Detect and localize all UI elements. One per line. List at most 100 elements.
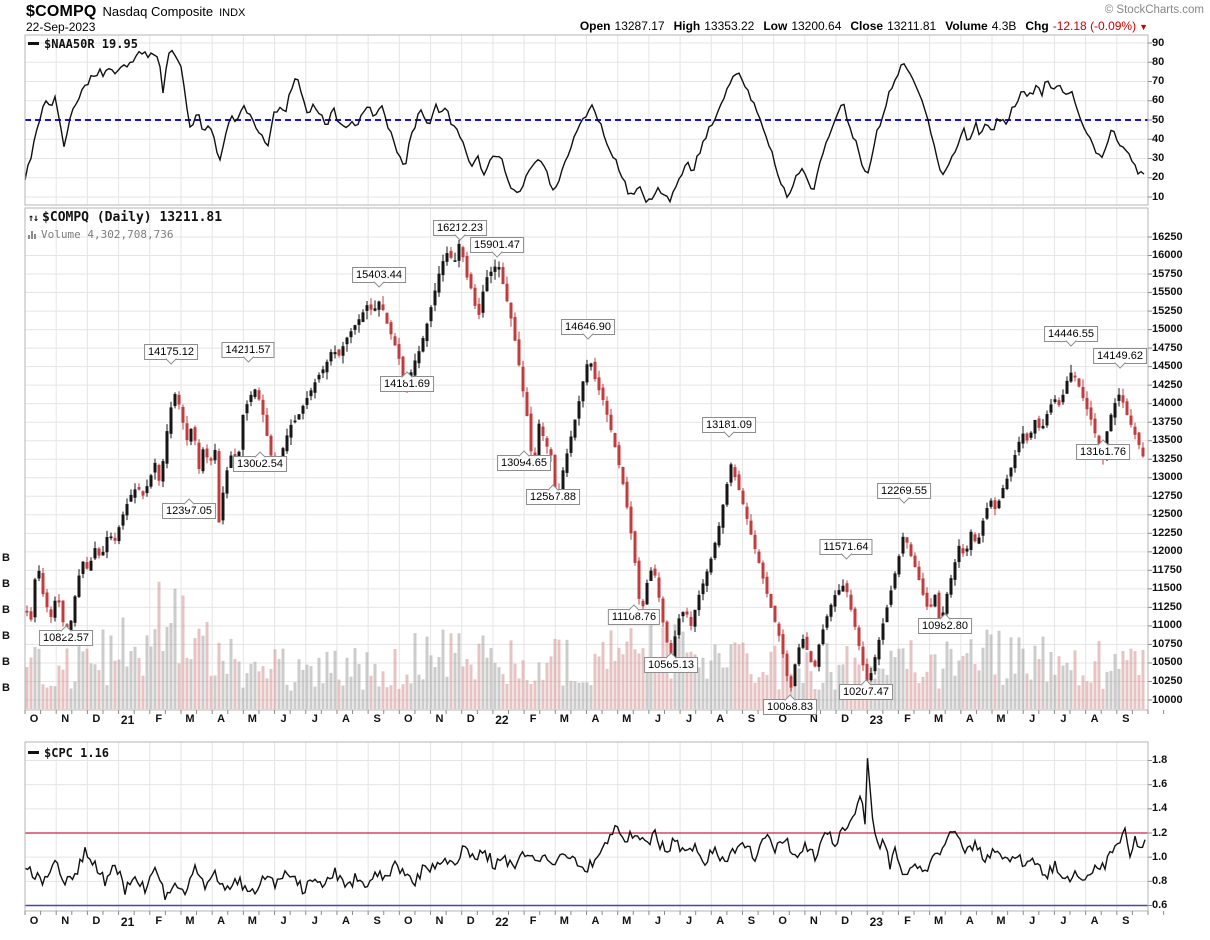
chart-date: 22-Sep-2023 [26,20,96,34]
volume-ytick: B [2,552,10,564]
month-label: A [716,915,725,927]
month-label: 22 [495,915,509,929]
chart-header: $COMPQ Nasdaq Composite INDX [26,3,245,21]
volume-ytick: B [2,630,10,642]
month-label: O [29,915,39,927]
quote-label: Chg [1025,19,1049,33]
month-label: A [217,713,226,725]
price-annotation: 12587.88 [526,484,580,505]
month-label: A [341,915,350,927]
price-annotation: 13094.65 [497,450,551,471]
price-ytick: 12250 [1152,526,1183,539]
month-label: O [29,713,39,725]
symbol-name: Nasdaq Composite [102,4,214,19]
price-annotation: 13181.09 [702,417,756,438]
month-label: 23 [869,915,883,929]
month-label: M [622,713,632,725]
price-annotation: 11108.76 [607,604,661,625]
quote-value: 13200.64 [791,19,842,33]
month-label: F [904,713,911,725]
price-annotation: 10207.47 [839,679,893,700]
month-label: 22 [495,713,509,727]
month-label: A [341,713,350,725]
month-label: J [654,713,661,725]
price-annotation: 13002.54 [233,451,287,472]
price-ytick: 13250 [1152,452,1183,465]
price-annotation: 10822.57 [39,625,93,646]
month-label: S [1122,713,1130,725]
month-label: D [466,915,475,927]
price-annotation: 13161.76 [1076,439,1130,460]
month-label: J [280,915,287,927]
price-ytick: 13000 [1152,471,1183,484]
month-label: M [934,915,944,927]
month-label: M [622,915,632,927]
month-label: N [809,915,818,927]
price-annotation: 14149.62 [1093,348,1147,369]
price-ytick: 11500 [1152,582,1182,595]
price-ytick: 10500 [1152,656,1183,669]
month-label: J [1060,915,1067,927]
price-ytick: 16250 [1152,230,1183,243]
month-label: F [155,915,163,927]
cpc-ytick: 1.6 [1152,778,1168,791]
month-label: D [92,713,101,725]
volume-ytick: B [2,578,10,590]
quote-value: 13287.17 [614,19,665,33]
price-ytick: 13750 [1152,415,1183,428]
stockcharts-watermark: © StockCharts.com [1104,4,1204,16]
month-label: M [185,915,195,927]
price-annotation: 11571.64 [819,539,873,560]
month-label: J [1060,713,1067,725]
naa50r-legend: $NAA50R 19.95 [28,37,138,51]
price-annotation: 12397.05 [162,498,216,519]
month-label: F [155,713,163,725]
price-ytick: 14500 [1152,360,1183,373]
volume-bars-icon [28,229,37,242]
price-ytick: 11750 [1152,563,1182,576]
month-label: 23 [869,713,883,727]
volume-legend: Volume 4,302,708,736 [28,228,173,242]
month-label: F [529,915,537,927]
price-annotation: 10088.83 [763,694,817,715]
naa50r-ytick: 80 [1152,55,1165,68]
price-annotation: 10982.80 [918,613,972,634]
naa50r-ytick: 50 [1152,113,1165,126]
naa50r-ytick: 60 [1152,94,1165,107]
month-label: J [654,915,661,927]
naa50r-ytick: 10 [1152,190,1165,203]
ohlc-quote-bar: Open 13287.17 High 13353.22 Low 13200.64 Close… [571,19,1148,33]
compq-legend: ↑↓ $COMPQ (Daily) 13211.81 [28,210,222,225]
month-label: J [1029,713,1036,725]
price-annotation: 10565.13 [644,652,698,673]
change-down-icon: ▼ [1139,22,1148,32]
price-ytick: 11000 [1152,619,1182,632]
month-label: S [747,915,756,927]
updown-arrows-icon: ↑↓ [28,213,39,224]
quote-label: Open [579,19,611,33]
quote-value: 13211.81 [887,19,937,33]
price-annotation: 15403.44 [352,267,406,288]
month-label: M [559,915,569,927]
month-label: A [217,915,226,927]
naa50r-ytick: 40 [1152,132,1165,145]
month-label: N [435,915,444,927]
month-label: 21 [120,713,135,727]
quote-label: Low [763,19,788,33]
month-label: J [311,915,318,927]
price-annotation: 16212.23 [433,220,487,241]
naa50r-ytick: 70 [1152,75,1165,87]
month-label: O [404,915,413,927]
naa50r-legend-text: $NAA50R 19.95 [44,37,138,51]
month-label: N [61,713,70,725]
price-ytick: 16000 [1152,249,1183,262]
month-label: A [1090,915,1099,927]
month-label: N [435,713,444,725]
month-label: 21 [120,915,135,929]
month-label: M [185,713,195,725]
month-label: M [247,713,257,725]
series-swatch [28,751,39,754]
month-label: S [373,713,381,725]
naa50r-ytick: 20 [1152,171,1165,184]
